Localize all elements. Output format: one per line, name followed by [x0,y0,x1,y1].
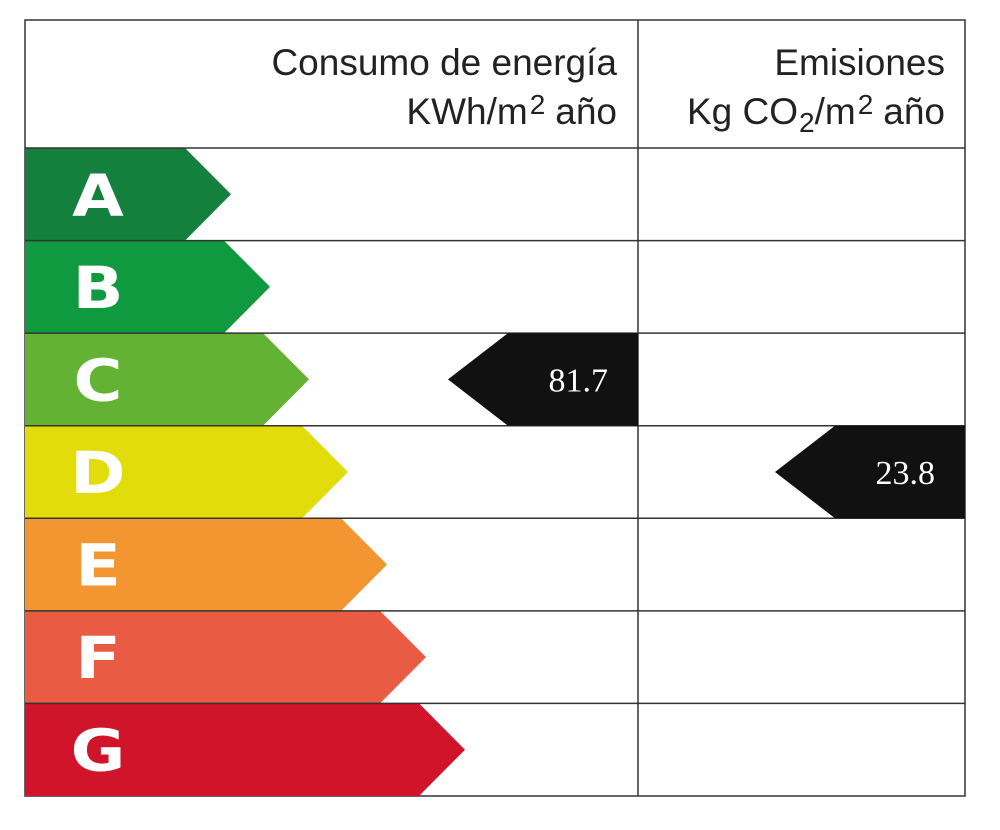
emissions-title: Emisiones [774,42,945,83]
energy-unit: KWh/m2 año [406,89,617,132]
rating-value: 23.8 [876,455,936,492]
class-letter: F [75,624,121,692]
class-letter: D [70,439,125,507]
class-arrow [25,610,426,704]
unit-part: /m [815,91,856,132]
class-letter: B [73,254,124,322]
class-letter: G [71,717,126,785]
class-arrow [25,240,270,334]
unit-part: año [555,91,617,132]
unit-superscript: 2 [530,89,546,120]
class-arrow [25,425,348,519]
class-arrow [25,333,309,426]
class-arrow [25,703,465,796]
unit-part: KWh/m [406,91,527,132]
class-letter: A [72,161,124,229]
class-letter: E [75,532,121,600]
unit-subscript: 2 [799,107,815,138]
emissions-unit: Kg CO2/m2 año [687,89,945,138]
rating-pointer [775,425,965,519]
rating-pointer [448,333,638,426]
energy-title: Consumo de energía [271,42,617,83]
class-arrow [25,518,387,611]
unit-superscript: 2 [858,89,874,120]
rating-value: 81.7 [549,362,609,399]
class-arrow [25,148,231,241]
class-letter: C [74,347,123,415]
unit-part: Kg CO [687,91,798,132]
unit-part: año [883,91,945,132]
